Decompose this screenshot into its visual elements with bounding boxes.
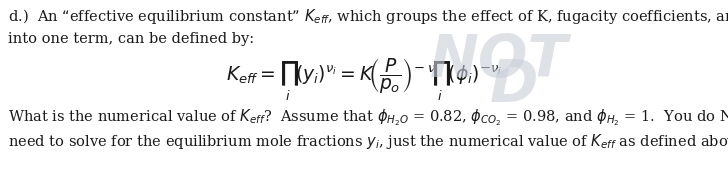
Text: What is the numerical value of $K_{eff}$?  Assume that $\phi_{H_2O}$ = 0.82, $\p: What is the numerical value of $K_{eff}$…: [8, 107, 728, 128]
Text: need to solve for the equilibrium mole fractions $y_i$, just the numerical value: need to solve for the equilibrium mole f…: [8, 132, 728, 151]
Text: into one term, can be defined by:: into one term, can be defined by:: [8, 32, 254, 46]
Text: NOT: NOT: [430, 32, 569, 89]
Text: D: D: [490, 57, 539, 114]
Text: $K_{eff} = \prod_{i}(y_i)^{\nu_i} = K\!\left(\dfrac{P}{p_o}\right)^{\!-\nu}\!\pr: $K_{eff} = \prod_{i}(y_i)^{\nu_i} = K\!\…: [226, 57, 502, 103]
Text: d.)  An “effective equilibrium constant” $K_{eff}$, which groups the effect of K: d.) An “effective equilibrium constant” …: [8, 7, 728, 26]
